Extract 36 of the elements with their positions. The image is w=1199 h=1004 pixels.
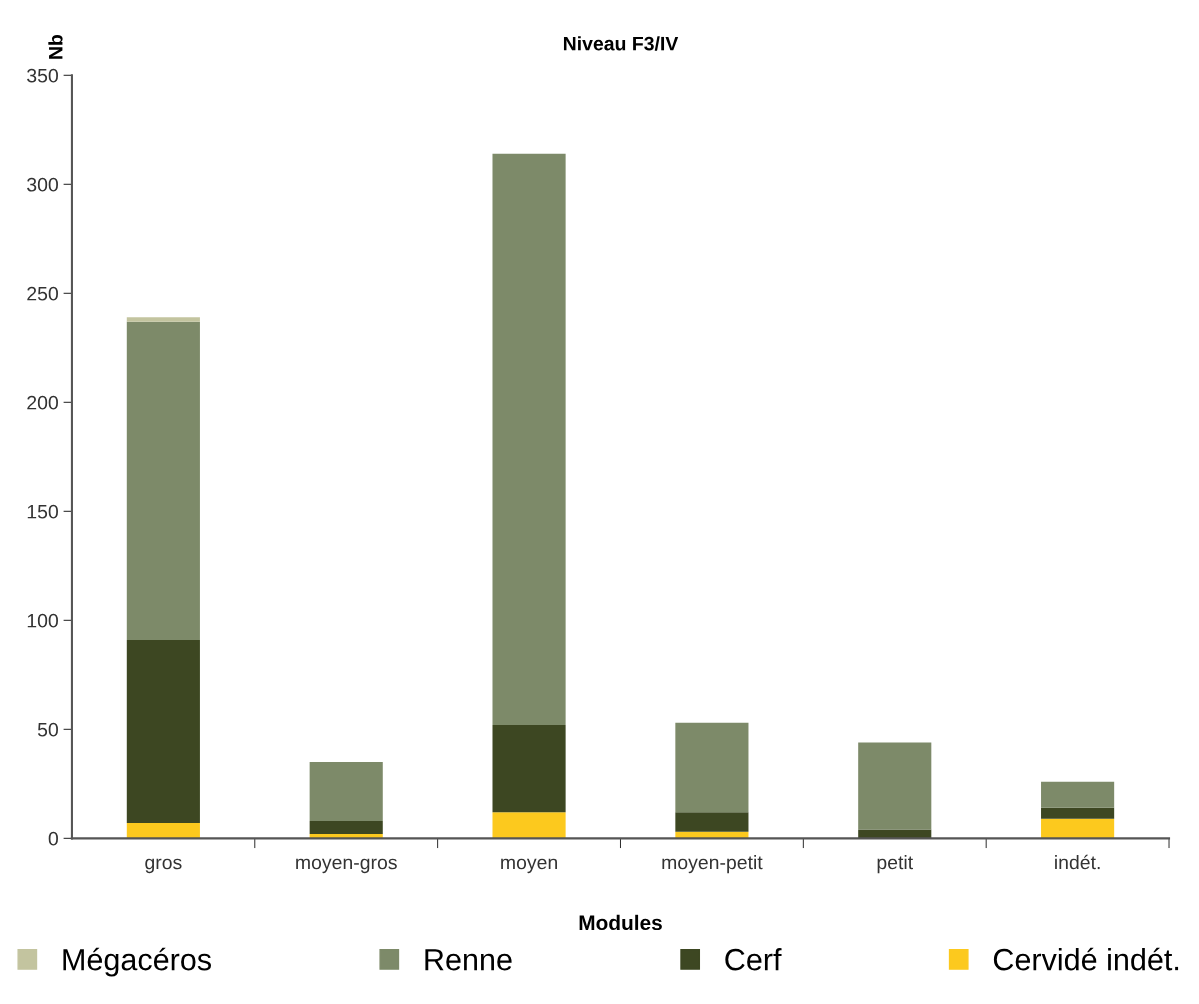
bar [675,812,749,832]
legend-label: Cervidé indét. [993,947,1179,971]
bar [858,742,932,830]
legend-label: Cerf [725,948,782,971]
x-tick-label: moyen-gros [296,858,397,874]
x-tick-label: petit [877,855,913,874]
x-tick-label: indét. [1055,854,1100,870]
bar [675,722,749,813]
bar [309,820,383,834]
bar [1041,818,1115,839]
bar [126,823,200,839]
y-tick-label: 250 [27,286,58,301]
y-tick-label: 350 [27,68,58,83]
y-tick-label: 50 [37,722,58,737]
x-tick-label: moyen-petit [662,855,763,874]
x-tick-label: moyen [501,858,557,874]
bar [492,812,566,839]
y-tick-label: 200 [27,395,58,410]
bar [1041,781,1115,808]
x-tick-label: gros [145,858,182,874]
bar [492,153,566,725]
bar [1041,807,1115,819]
bar [309,762,383,821]
legend-label: Mégacéros [63,947,211,977]
y-axis-title: Nb [48,34,63,59]
bar [126,321,200,640]
bar [126,639,200,824]
bar [492,724,566,813]
y-tick-label: 300 [27,177,58,192]
x-axis-title: Modules [579,914,662,931]
bar [126,317,200,322]
legend-label: Renne [425,949,512,971]
y-tick-label: 0 [48,831,58,846]
y-tick-label: 100 [27,613,58,628]
chart-title: Niveau F3/IV [563,36,679,51]
y-tick-label: 150 [27,504,58,519]
